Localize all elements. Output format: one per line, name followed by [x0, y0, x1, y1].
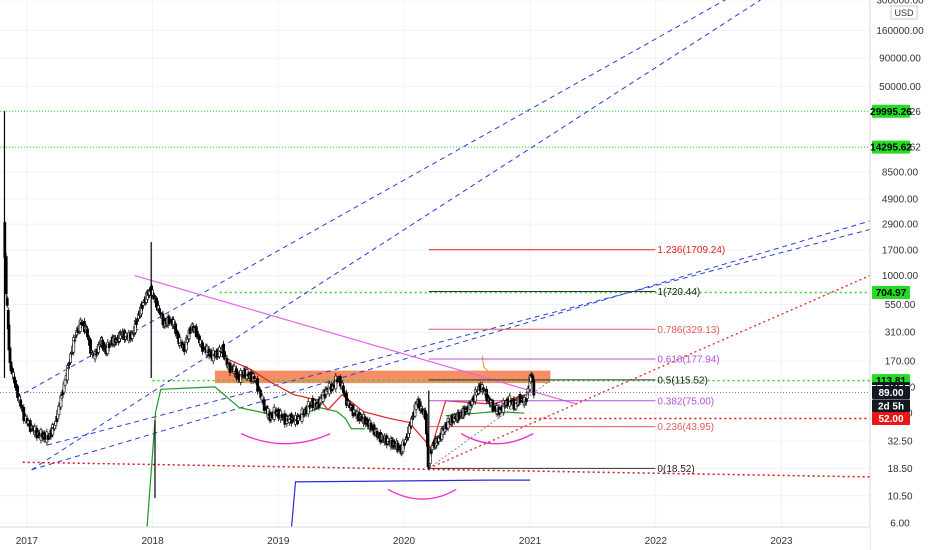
currency-box: [890, 5, 918, 20]
y-tick-label: 2900.00: [882, 220, 919, 231]
fib-level-label: 0.236(43.95): [657, 422, 714, 433]
candle-body: [140, 303, 143, 315]
y-tick-label: 1000.00: [882, 271, 919, 282]
y-tick-label: 300000.00: [876, 0, 924, 7]
candle-body: [72, 337, 76, 353]
candle-body: [86, 328, 89, 338]
y-tick-label: 1700.00: [882, 245, 919, 256]
candle-body: [159, 312, 162, 315]
y-tick-label: 18.50: [887, 464, 912, 475]
fibonacci-levels: 1.236(1709.24) 1(720.44) 0.786(329.13) 0.61…: [428, 245, 725, 475]
price-axis[interactable]: USD 6.0010.5018.5032.5058.00100.00170.00…: [869, 0, 932, 550]
candle-body: [223, 351, 226, 358]
y-tick-label: 310.00: [885, 328, 916, 339]
price-badge: [872, 385, 910, 399]
y-tick-label: 170.00: [885, 357, 916, 368]
price-badge: [872, 140, 910, 154]
blue-floor-line: [288, 479, 531, 550]
pattern-arc: [240, 432, 331, 445]
pattern-arc: [460, 432, 534, 445]
fib-level-label: 0.382(75.00): [657, 396, 714, 407]
base-support-line: [22, 461, 871, 478]
time-axis[interactable]: 2017 2018 2019 2020 2021 2022 2023: [0, 526, 870, 550]
fib-level-label: 0.786(329.13): [657, 325, 719, 336]
channel-mid-line: [47, 228, 871, 446]
overlay-lines: [0, 0, 871, 550]
candle-body: [20, 405, 24, 409]
x-tick-label: 2019: [267, 536, 290, 547]
pivot-wicks: [0, 111, 870, 499]
price-badge-label: 29995.26: [870, 107, 912, 118]
candle-body: [260, 395, 264, 401]
channel-inner-line: [31, 0, 761, 471]
candle-body: [5, 297, 9, 306]
x-tick-label: 2020: [393, 536, 416, 547]
candle-body: [4, 256, 8, 295]
red-stop-line: [214, 352, 527, 450]
price-badge: [872, 285, 910, 299]
price-badges: 29995.2614295.62704.97113.81ZECUSD89.002…: [870, 104, 912, 425]
y-tick-label: 32.50: [887, 437, 912, 448]
price-badge: [872, 104, 910, 118]
y-tick-label: 160000.00: [876, 26, 924, 37]
small-marker-line: [481, 355, 489, 371]
y-tick-label: 90000.00: [879, 54, 921, 65]
y-tick-label: 50000.00: [879, 82, 921, 93]
candle-body: [73, 339, 77, 342]
y-tick-label: 10.50: [887, 491, 912, 502]
candle-body: [67, 367, 70, 369]
pattern-arc: [387, 488, 457, 500]
y-tick-label: 550.00: [885, 300, 916, 311]
candle-body: [134, 320, 138, 325]
currency-label: USD: [894, 8, 914, 18]
price-badge-label: 52.00: [878, 414, 903, 425]
x-tick-label: 2017: [16, 536, 39, 547]
candle-body: [22, 406, 26, 421]
fib-level-label: 1(720.44): [657, 287, 700, 298]
fib-level-label: 0.618(177.94): [657, 355, 719, 366]
x-tick-label: 2018: [141, 536, 164, 547]
candle-body: [532, 380, 536, 396]
fib-level-label: 0.5(115.52): [657, 375, 707, 386]
candle-body: [89, 339, 92, 354]
price-badge-label: 704.97: [876, 288, 907, 299]
price-badge-label: 14295.62: [870, 143, 912, 154]
fib-diagonal-line: [428, 380, 551, 469]
x-tick-label: 2023: [770, 536, 793, 547]
candle-body: [526, 388, 530, 393]
candle-body: [306, 401, 310, 415]
candle-body: [174, 323, 178, 334]
channel-lower-line: [31, 220, 871, 471]
descending-trendline: [134, 275, 577, 405]
y-tick-label: 6.00: [890, 518, 910, 529]
rising-support-line: [428, 275, 871, 469]
candles: [3, 220, 536, 471]
y-tick-label: 8500.00: [882, 168, 919, 179]
candle-body: [66, 365, 69, 381]
price-badge-label: 2d 5h: [878, 401, 904, 412]
fib-level-label: 1.236(1709.24): [657, 245, 725, 256]
price-badge-label: 89.00: [878, 388, 903, 399]
x-tick-label: 2021: [519, 536, 542, 547]
y-tick-label: 4900.00: [882, 194, 919, 205]
price-badge-label: 113.81: [876, 376, 906, 387]
fib-level-label: 0(18.52): [657, 464, 694, 475]
price-badge: [872, 399, 910, 413]
candle-body: [528, 375, 532, 391]
price-badge: [872, 411, 910, 425]
x-tick-label: 2022: [645, 536, 668, 547]
candle-body: [408, 424, 411, 434]
